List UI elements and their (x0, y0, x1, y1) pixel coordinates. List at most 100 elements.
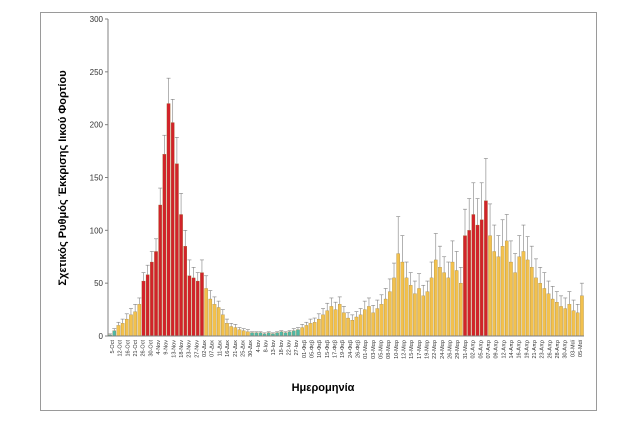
x-tick-label: 02-Απρ (471, 340, 477, 359)
error-bar (575, 303, 580, 313)
bar (246, 331, 250, 337)
bar (287, 331, 292, 337)
error-bar (149, 251, 154, 263)
error-bar (145, 264, 150, 275)
bar (363, 309, 367, 337)
error-bar (179, 193, 184, 215)
x-tick-label: 13-Nov (171, 340, 177, 358)
error-bar (237, 327, 242, 330)
error-bar (225, 318, 229, 324)
error-bar (108, 333, 113, 335)
y-axis-title: Σχετικός Ρυθμός Έκκρισης Ιικού Φορτίου (57, 70, 69, 285)
bar (200, 272, 204, 337)
bar (337, 304, 342, 337)
error-bar (279, 330, 284, 332)
bar (346, 317, 350, 337)
error-bar (241, 328, 246, 331)
x-tick-label: 19-Απρ (524, 340, 530, 359)
bar (129, 314, 133, 337)
bar (321, 314, 325, 337)
x-tick-label: 26-Μαρ (448, 340, 454, 359)
bar (116, 325, 121, 337)
x-tick-label: 09-Απρ (494, 340, 500, 359)
bar (304, 325, 309, 337)
error-bar (195, 272, 200, 282)
error-bar (579, 282, 584, 296)
error-bar (554, 291, 559, 303)
bar (170, 122, 175, 337)
bar (400, 261, 405, 337)
bar (434, 259, 438, 337)
error-bar (513, 253, 518, 273)
error-bar (429, 261, 434, 278)
bar (183, 246, 187, 337)
error-bar (362, 300, 367, 310)
bar (342, 312, 346, 337)
error-bar (170, 99, 175, 123)
bar (563, 308, 567, 337)
error-bar (116, 321, 121, 326)
error-bar (329, 297, 334, 307)
error-bar (295, 327, 300, 330)
x-tick-label: 21-Oct (133, 340, 139, 357)
error-bar (141, 272, 146, 282)
bar (383, 298, 388, 337)
x-tick-label: 22-Ιαν (286, 340, 292, 356)
bar (204, 288, 208, 337)
error-bar (262, 332, 267, 334)
error-bar (442, 256, 447, 273)
bar (296, 329, 300, 337)
x-tick-label: 18-Ιαν (279, 340, 285, 356)
x-tick-label: 16-Δεκ (225, 340, 231, 357)
error-bar (567, 291, 572, 305)
error-bar (233, 324, 238, 328)
x-tick-label: 27-Nov (194, 340, 200, 358)
x-tick-label: 07-Απρ (486, 340, 492, 359)
y-tick-label: 0 (99, 332, 104, 341)
error-bar (563, 297, 568, 309)
error-bar (325, 302, 330, 311)
bar (517, 256, 522, 337)
x-tick-label: 03-Μαρ (371, 340, 377, 359)
error-bar (321, 308, 326, 315)
x-tick-label: 27-Ιαν (294, 340, 300, 356)
error-bar (433, 233, 438, 260)
bar (141, 280, 146, 337)
x-tick-label: 02-Δεκ (202, 340, 208, 357)
x-tick-label: 11-Δεκ (217, 340, 223, 357)
x-tick-label: 16-Απρ (517, 340, 523, 359)
error-bar (538, 267, 543, 284)
bar (308, 323, 313, 337)
error-bar (250, 331, 255, 333)
x-tick-label: 23-Απρ (540, 340, 546, 359)
bar (145, 274, 150, 337)
error-bar (358, 308, 363, 315)
x-tick-label: 01-Φεβ (302, 340, 308, 358)
x-tick-label: 01-Μαρ (363, 340, 369, 359)
x-tick-label: 26-Απρ (547, 340, 553, 359)
error-bar (366, 297, 371, 307)
bar (133, 311, 137, 337)
bar (525, 259, 530, 337)
x-tick-label: 10-Φεβ (317, 340, 323, 358)
error-bar (475, 198, 480, 226)
bar (292, 330, 296, 337)
bar (559, 306, 563, 337)
bar (371, 312, 375, 337)
x-tick-label: 4-Ιαν (256, 340, 262, 353)
bar (221, 314, 225, 337)
bar (521, 251, 526, 337)
error-bar (216, 300, 221, 308)
bar (312, 322, 317, 337)
error-bar (137, 297, 142, 305)
error-bar (525, 236, 530, 260)
x-tick-label: 26-Oct (141, 340, 147, 357)
error-bar (454, 251, 459, 271)
x-tick-label: 15-Φεβ (325, 340, 331, 358)
bar (484, 200, 488, 337)
error-bar (479, 182, 484, 220)
error-bar (463, 208, 467, 236)
error-bar (533, 258, 538, 278)
x-tick-label: 19-Φεβ (340, 340, 346, 358)
bar (404, 277, 409, 337)
